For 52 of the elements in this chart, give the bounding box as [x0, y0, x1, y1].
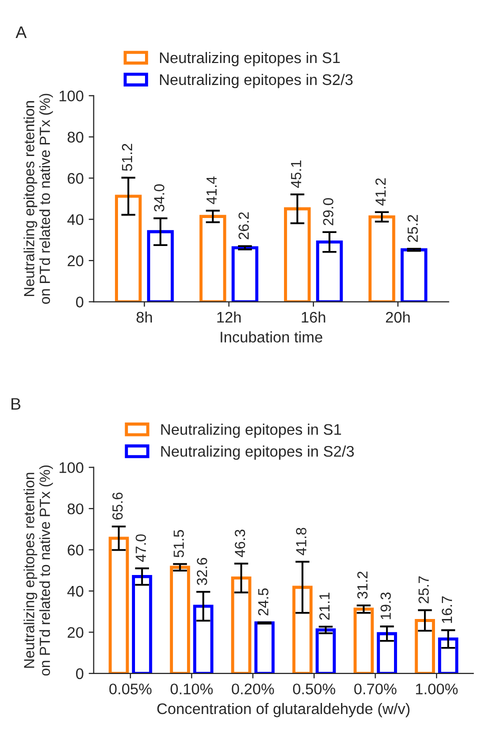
- data-label: 26.2: [238, 212, 249, 240]
- x-tick-label: 12h: [217, 311, 241, 323]
- x-tick-label: 20h: [386, 311, 410, 323]
- legend-label: Neutralizing epitopes in S1: [160, 52, 340, 66]
- data-label: 51.5: [174, 530, 184, 558]
- y-tick-label: 0: [76, 296, 84, 308]
- x-tick-label: 0.50%: [293, 684, 336, 694]
- x-axis-title: Concentration of glutaraldehyde (w/v): [157, 702, 410, 718]
- y-tick-label: 80: [68, 132, 84, 143]
- x-tick-label: 16h: [302, 311, 326, 323]
- x-tick-label: 1.00%: [416, 684, 458, 694]
- legend-label: Neutralizing epitopes in S2/3: [160, 74, 353, 88]
- data-label: 16.7: [442, 596, 452, 623]
- y-tick-label: 20: [68, 255, 84, 266]
- y-tick-label: 40: [67, 586, 84, 597]
- x-tick-label: 8h: [136, 311, 152, 323]
- x-tick-label: 0.05%: [109, 684, 152, 694]
- data-label: 41.2: [375, 178, 386, 206]
- data-label: 45.1: [291, 160, 302, 188]
- legend-label: Neutralizing epitopes in S2/3: [161, 446, 354, 460]
- data-label: 31.2: [357, 572, 368, 599]
- data-label: 24.5: [258, 588, 268, 616]
- y-tick-label: 80: [68, 503, 84, 514]
- data-label: 41.8: [296, 528, 306, 556]
- y-axis-title: Neutralizing epitopes retention on PTd related to native PTx (%): [24, 466, 53, 676]
- data-label: 25.2: [408, 214, 418, 242]
- x-axis-title: Incubation time: [220, 331, 322, 342]
- x-tick-label: 0.70%: [354, 684, 396, 694]
- data-label: 34.0: [154, 184, 164, 212]
- data-label: 51.2: [122, 144, 132, 171]
- y-tick-label: 60: [68, 172, 84, 184]
- data-label: 19.3: [380, 592, 391, 620]
- y-tick-label: 40: [67, 214, 84, 226]
- y-axis-title: Neutralizing epitopes retention on PTd related to native PTx (%): [24, 94, 53, 304]
- data-label: 29.0: [323, 198, 334, 226]
- data-label: 25.7: [418, 576, 429, 604]
- data-label: 47.0: [136, 534, 146, 562]
- x-tick-label: 0.20%: [232, 684, 274, 694]
- text: A: [16, 26, 27, 38]
- data-label: 21.1: [319, 592, 330, 620]
- data-label: 46.3: [234, 530, 246, 558]
- y-tick-label: 20: [68, 627, 84, 638]
- legend-label: Neutralizing epitopes in S1: [161, 424, 342, 438]
- data-label: 65.6: [112, 492, 123, 520]
- y-tick-label: 0: [76, 668, 84, 680]
- text: B: [12, 398, 20, 410]
- x-tick-label: 0.10%: [170, 684, 213, 694]
- y-tick-label: 100: [60, 462, 84, 474]
- data-label: 32.6: [196, 558, 208, 586]
- data-label: 41.4: [206, 176, 217, 204]
- y-tick-label: 100: [60, 90, 84, 102]
- y-tick-label: 60: [68, 544, 84, 556]
